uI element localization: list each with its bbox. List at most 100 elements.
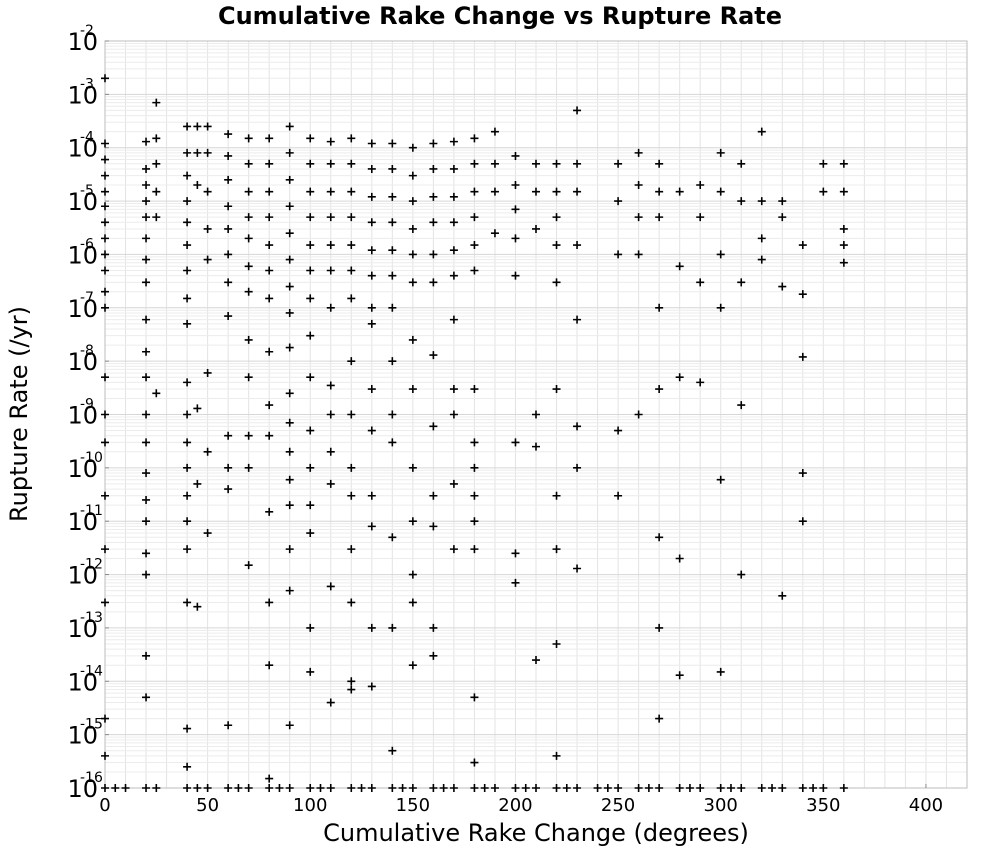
data-point xyxy=(285,545,294,554)
data-point xyxy=(388,192,397,201)
y-tick-label: 10-2 xyxy=(67,23,98,56)
data-point xyxy=(244,234,253,243)
data-point xyxy=(193,404,202,413)
data-point xyxy=(716,148,725,157)
data-point xyxy=(285,202,294,211)
data-point xyxy=(347,187,356,196)
data-point xyxy=(101,751,109,760)
data-point xyxy=(234,784,243,792)
data-point xyxy=(224,721,233,730)
data-point xyxy=(265,507,274,516)
data-point xyxy=(562,784,571,792)
data-point xyxy=(183,438,192,447)
data-point xyxy=(511,181,520,190)
data-point xyxy=(193,602,202,611)
data-point xyxy=(142,549,151,558)
data-point xyxy=(675,554,684,563)
y-tick-base: 10 xyxy=(67,81,98,109)
data-point xyxy=(716,475,725,484)
data-point xyxy=(265,294,274,303)
data-point xyxy=(347,410,356,419)
x-tick-label: 300 xyxy=(704,795,738,816)
data-point xyxy=(737,278,746,287)
data-point xyxy=(449,192,458,201)
data-point xyxy=(726,784,735,792)
data-point xyxy=(388,746,397,755)
data-point xyxy=(655,213,664,222)
data-point xyxy=(737,197,746,206)
data-point xyxy=(285,308,294,317)
data-point xyxy=(101,250,109,259)
data-point xyxy=(347,266,356,275)
data-point xyxy=(768,784,777,792)
data-point xyxy=(511,438,520,447)
data-point xyxy=(142,410,151,419)
data-point xyxy=(470,187,479,196)
data-point xyxy=(655,385,664,394)
data-point xyxy=(449,271,458,280)
data-point xyxy=(655,533,664,542)
data-point xyxy=(306,529,315,538)
data-point xyxy=(408,385,417,394)
data-point xyxy=(326,410,335,419)
data-point xyxy=(244,187,253,196)
y-tick-base: 10 xyxy=(67,28,98,56)
data-point xyxy=(552,159,561,168)
data-point xyxy=(449,164,458,173)
data-point xyxy=(203,368,212,377)
data-point xyxy=(449,315,458,324)
data-point xyxy=(552,751,561,760)
y-tick-base: 10 xyxy=(67,241,98,269)
y-tick-exponent: -14 xyxy=(80,663,103,679)
data-point xyxy=(408,335,417,344)
data-point xyxy=(265,134,274,143)
data-point xyxy=(408,278,417,287)
data-point xyxy=(819,784,828,792)
data-point xyxy=(408,570,417,579)
data-point xyxy=(326,241,335,250)
data-point xyxy=(634,148,643,157)
data-point xyxy=(429,491,438,500)
data-point xyxy=(573,241,582,250)
data-point xyxy=(316,784,325,792)
data-point xyxy=(367,682,376,691)
data-point xyxy=(326,137,335,146)
data-point xyxy=(778,213,787,222)
data-point xyxy=(573,463,582,472)
data-point xyxy=(696,181,705,190)
data-point xyxy=(326,784,335,792)
data-point xyxy=(244,463,253,472)
y-tick-label: 10-6 xyxy=(67,236,98,269)
data-point xyxy=(449,246,458,255)
data-point xyxy=(737,570,746,579)
data-point xyxy=(655,187,664,196)
data-point xyxy=(470,758,479,767)
data-point xyxy=(839,224,848,233)
data-point xyxy=(737,784,746,792)
data-point xyxy=(716,250,725,259)
data-point xyxy=(388,303,397,312)
data-point xyxy=(101,266,109,275)
data-point xyxy=(285,586,294,595)
data-point xyxy=(326,213,335,222)
data-point xyxy=(367,319,376,328)
data-point xyxy=(798,784,807,792)
data-point xyxy=(634,213,643,222)
data-point xyxy=(819,187,828,196)
data-point xyxy=(347,463,356,472)
data-point xyxy=(408,143,417,152)
data-point xyxy=(429,139,438,148)
data-point xyxy=(101,714,109,723)
data-point xyxy=(532,224,540,233)
data-point xyxy=(265,431,274,440)
data-point xyxy=(224,250,233,259)
data-point xyxy=(142,197,151,206)
y-tick-label: 10-16 xyxy=(67,770,103,803)
data-point xyxy=(142,181,151,190)
data-point xyxy=(357,784,366,792)
y-tick-exponent: -2 xyxy=(80,23,94,39)
data-point xyxy=(655,159,664,168)
data-point xyxy=(285,447,294,456)
data-point xyxy=(244,784,253,792)
data-point xyxy=(203,255,212,264)
